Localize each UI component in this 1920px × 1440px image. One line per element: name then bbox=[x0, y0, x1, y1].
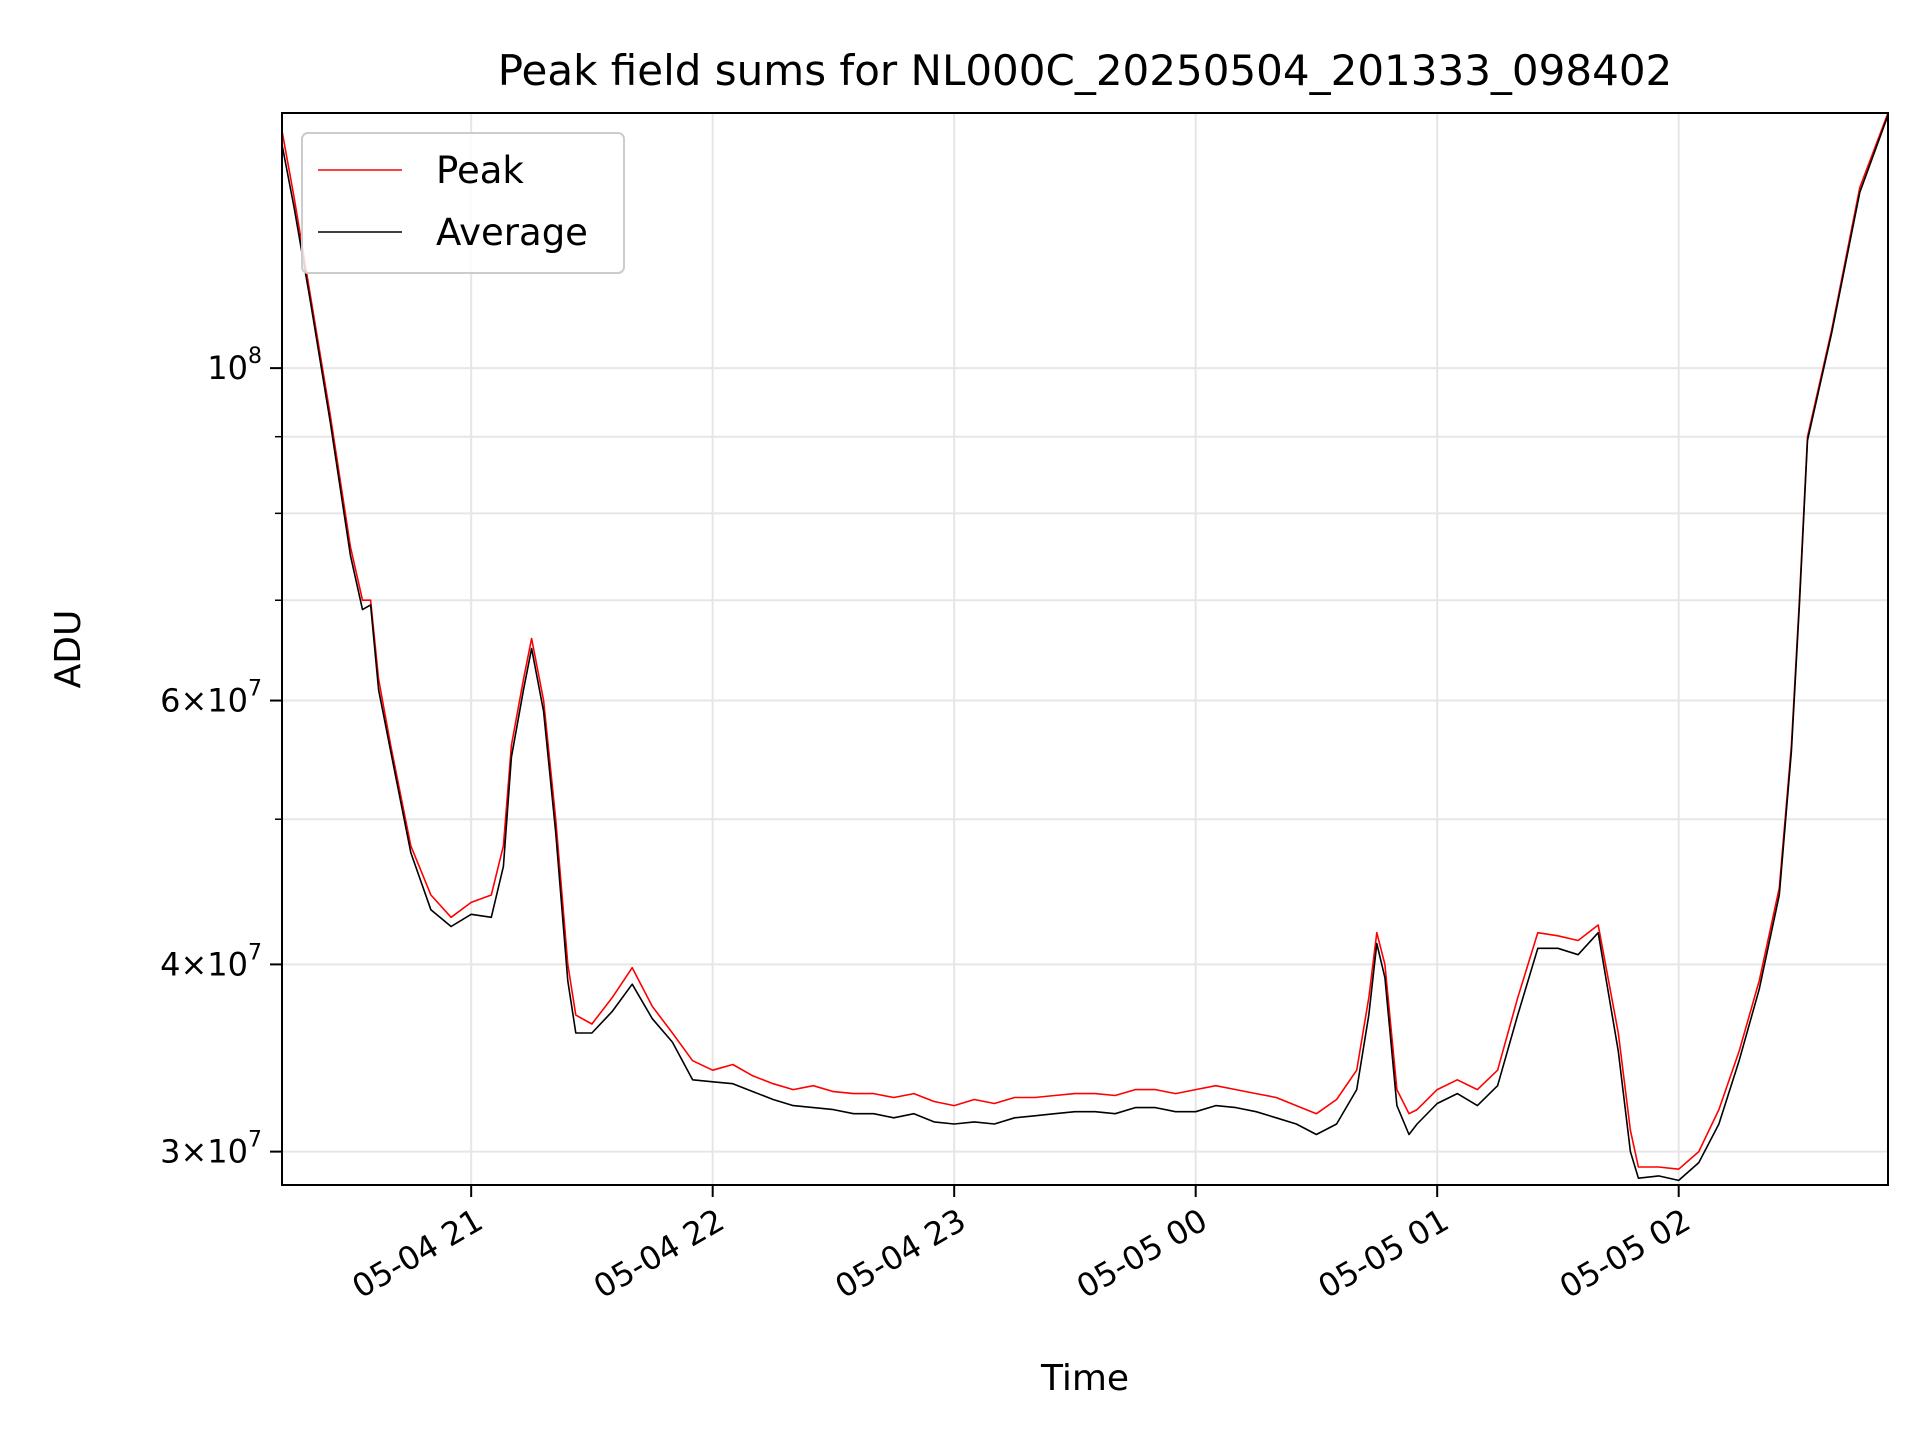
y-tick-label-base: 6×10 bbox=[160, 682, 248, 720]
y-tick-label-exponent: 7 bbox=[248, 677, 262, 702]
legend: Peak Average bbox=[301, 132, 625, 274]
series-line-peak bbox=[281, 112, 1889, 1170]
y-tick-label-exponent: 7 bbox=[248, 940, 262, 965]
legend-label-peak: Peak bbox=[436, 149, 524, 192]
legend-label-average: Average bbox=[436, 211, 588, 254]
y-tick-label: 4×107 bbox=[160, 940, 262, 983]
y-tick-label-base: 3×10 bbox=[160, 1133, 248, 1171]
y-tick-label: 6×107 bbox=[160, 677, 262, 720]
series-lines bbox=[281, 112, 1889, 1182]
x-axis-label: Time bbox=[1040, 1358, 1129, 1399]
y-tick-label-exponent: 8 bbox=[248, 344, 262, 369]
grid-lines bbox=[282, 113, 1888, 1185]
y-tick-label-base: 10 bbox=[207, 349, 248, 387]
y-axis-label: ADU bbox=[48, 610, 89, 689]
plot-frame bbox=[281, 112, 1889, 1186]
y-tick-label-exponent: 7 bbox=[248, 1128, 262, 1153]
chart-title: Peak field sums for NL000C_20250504_2013… bbox=[498, 46, 1673, 95]
y-tick-label-base: 4×10 bbox=[160, 945, 248, 983]
y-tick-label: 3×107 bbox=[160, 1128, 262, 1171]
series-line-average bbox=[281, 114, 1889, 1182]
legend-box bbox=[301, 132, 625, 274]
y-tick-label: 108 bbox=[207, 344, 262, 387]
